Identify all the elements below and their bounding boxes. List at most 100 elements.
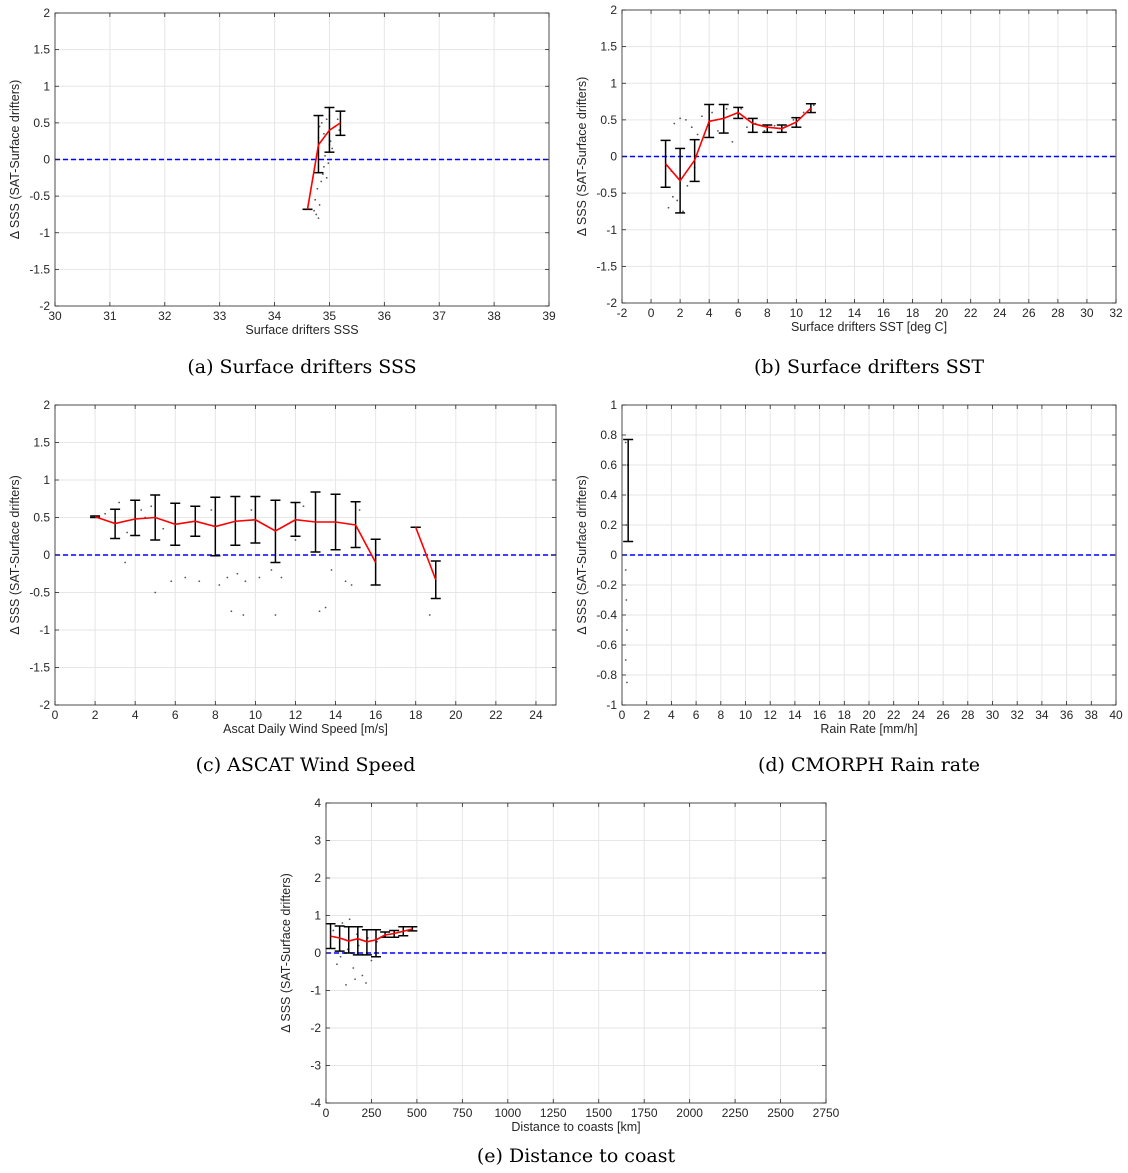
y-tick-label: -1.5 (29, 262, 50, 276)
scatter-point (244, 580, 247, 583)
y-axis-label: Δ SSS (SAT-Surface drifters) (279, 873, 293, 1033)
y-tick-label: 2 (610, 3, 617, 17)
x-tick-label: 6 (693, 708, 700, 722)
scatter-point (316, 187, 319, 190)
y-tick-label: -1.5 (29, 661, 50, 675)
scatter-point (331, 147, 334, 150)
scatter-point (242, 614, 245, 616)
y-tick-label: -1 (39, 623, 50, 637)
y-tick-label: 1 (43, 473, 50, 487)
x-tick-label: 1750 (631, 1106, 658, 1120)
x-tick-label: 16 (877, 306, 891, 320)
x-tick-label: 34 (1035, 708, 1049, 722)
scatter-point (154, 591, 157, 594)
y-tick-label: 0.5 (33, 511, 50, 525)
scatter-point (686, 184, 689, 187)
x-tick-label: 40 (1109, 708, 1123, 722)
scatter-point (150, 505, 153, 508)
x-tick-label: 1250 (540, 1106, 567, 1120)
scatter-point (184, 576, 187, 579)
scatter-point (258, 576, 261, 579)
y-tick-label: -1 (39, 226, 50, 240)
x-tick-label: 20 (935, 306, 949, 320)
x-axis-label: Rain Rate [mm/h] (820, 722, 917, 736)
mean-line-series-1 (330, 928, 413, 943)
figure-caption: (b) Surface drifters SST (754, 356, 984, 378)
scatter-point (361, 974, 364, 977)
scatter-point (323, 132, 325, 135)
x-tick-label: 8 (764, 306, 771, 320)
x-tick-label: 2000 (676, 1106, 703, 1120)
x-tick-label: 31 (103, 309, 117, 323)
scatter-point (711, 111, 713, 114)
y-axis-label: Δ SSS (SAT-Surface drifters) (8, 80, 22, 240)
y-tick-label: -1 (606, 223, 617, 237)
mean-line-series-1 (664, 107, 812, 182)
y-tick-label: 1.5 (33, 43, 50, 57)
scatter-point (294, 539, 297, 541)
y-axis-label: Δ SSS (SAT-Surface drifters) (575, 77, 589, 237)
scatter-point (350, 584, 353, 586)
x-tick-label: 39 (542, 309, 556, 323)
x-tick-label: 30 (1080, 306, 1094, 320)
scatter-point (236, 572, 239, 575)
mean-line-series-1 (94, 515, 377, 563)
y-axis-label: Δ SSS (SAT-Surface drifters) (575, 475, 589, 635)
scatter-point (336, 963, 338, 966)
figure-caption: (a) Surface drifters SSS (187, 356, 416, 378)
y-tick-label: -2 (39, 299, 50, 313)
x-tick-label: 32 (158, 309, 172, 323)
scatter-point (270, 569, 273, 571)
scatter-point (354, 978, 356, 981)
x-tick-label: 30 (986, 708, 1000, 722)
scatter-point (701, 115, 703, 118)
scatter-point (118, 501, 121, 504)
x-tick-label: 8 (717, 708, 724, 722)
x-tick-label: 12 (819, 306, 833, 320)
scatter-point (302, 505, 305, 508)
x-tick-label: 12 (289, 708, 303, 722)
scatter-point (321, 173, 324, 176)
y-tick-label: -0.5 (596, 186, 617, 200)
scatter-point (763, 129, 766, 132)
scatter-point (671, 195, 674, 198)
y-tick-label: -0.6 (596, 638, 617, 652)
scatter-point (626, 629, 628, 631)
scatter-point (679, 117, 682, 120)
scatter-point (339, 955, 342, 958)
scatter-point (327, 162, 330, 165)
scatter-point (104, 512, 106, 515)
y-tick-label: 4 (314, 796, 321, 810)
scatter-point (731, 140, 734, 143)
figure-caption: (c) ASCAT Wind Speed (196, 754, 416, 776)
x-tick-label: 2500 (767, 1106, 794, 1120)
x-tick-label: 24 (529, 708, 543, 722)
scatter-point (318, 204, 321, 206)
y-tick-label: 1 (610, 76, 617, 90)
x-tick-label: 16 (369, 708, 383, 722)
x-tick-label: 4 (706, 306, 713, 320)
scatter-point (348, 918, 351, 921)
scatter-point (313, 209, 315, 212)
scatter-point (325, 118, 328, 121)
scatter-point (315, 213, 318, 216)
x-tick-label: 0 (323, 1106, 330, 1120)
scatter-point (626, 681, 628, 684)
scatter-point (210, 509, 213, 511)
x-tick-label: 10 (790, 306, 804, 320)
scatter-point (330, 569, 333, 571)
x-tick-label: 22 (489, 708, 503, 722)
x-tick-label: 12 (764, 708, 778, 722)
scatter-point (140, 509, 143, 511)
y-tick-label: -1 (310, 984, 321, 998)
x-tick-label: 28 (961, 708, 975, 722)
mean-line-series-1 (306, 122, 341, 210)
y-tick-label: 0.2 (600, 518, 617, 532)
y-tick-label: 1.5 (33, 436, 50, 450)
y-tick-label: 0 (610, 150, 617, 164)
y-tick-label: 1 (610, 398, 617, 412)
x-tick-label: 33 (213, 309, 227, 323)
x-tick-label: 24 (912, 708, 926, 722)
x-tick-label: 18 (906, 306, 920, 320)
y-tick-label: 0.5 (600, 113, 617, 127)
